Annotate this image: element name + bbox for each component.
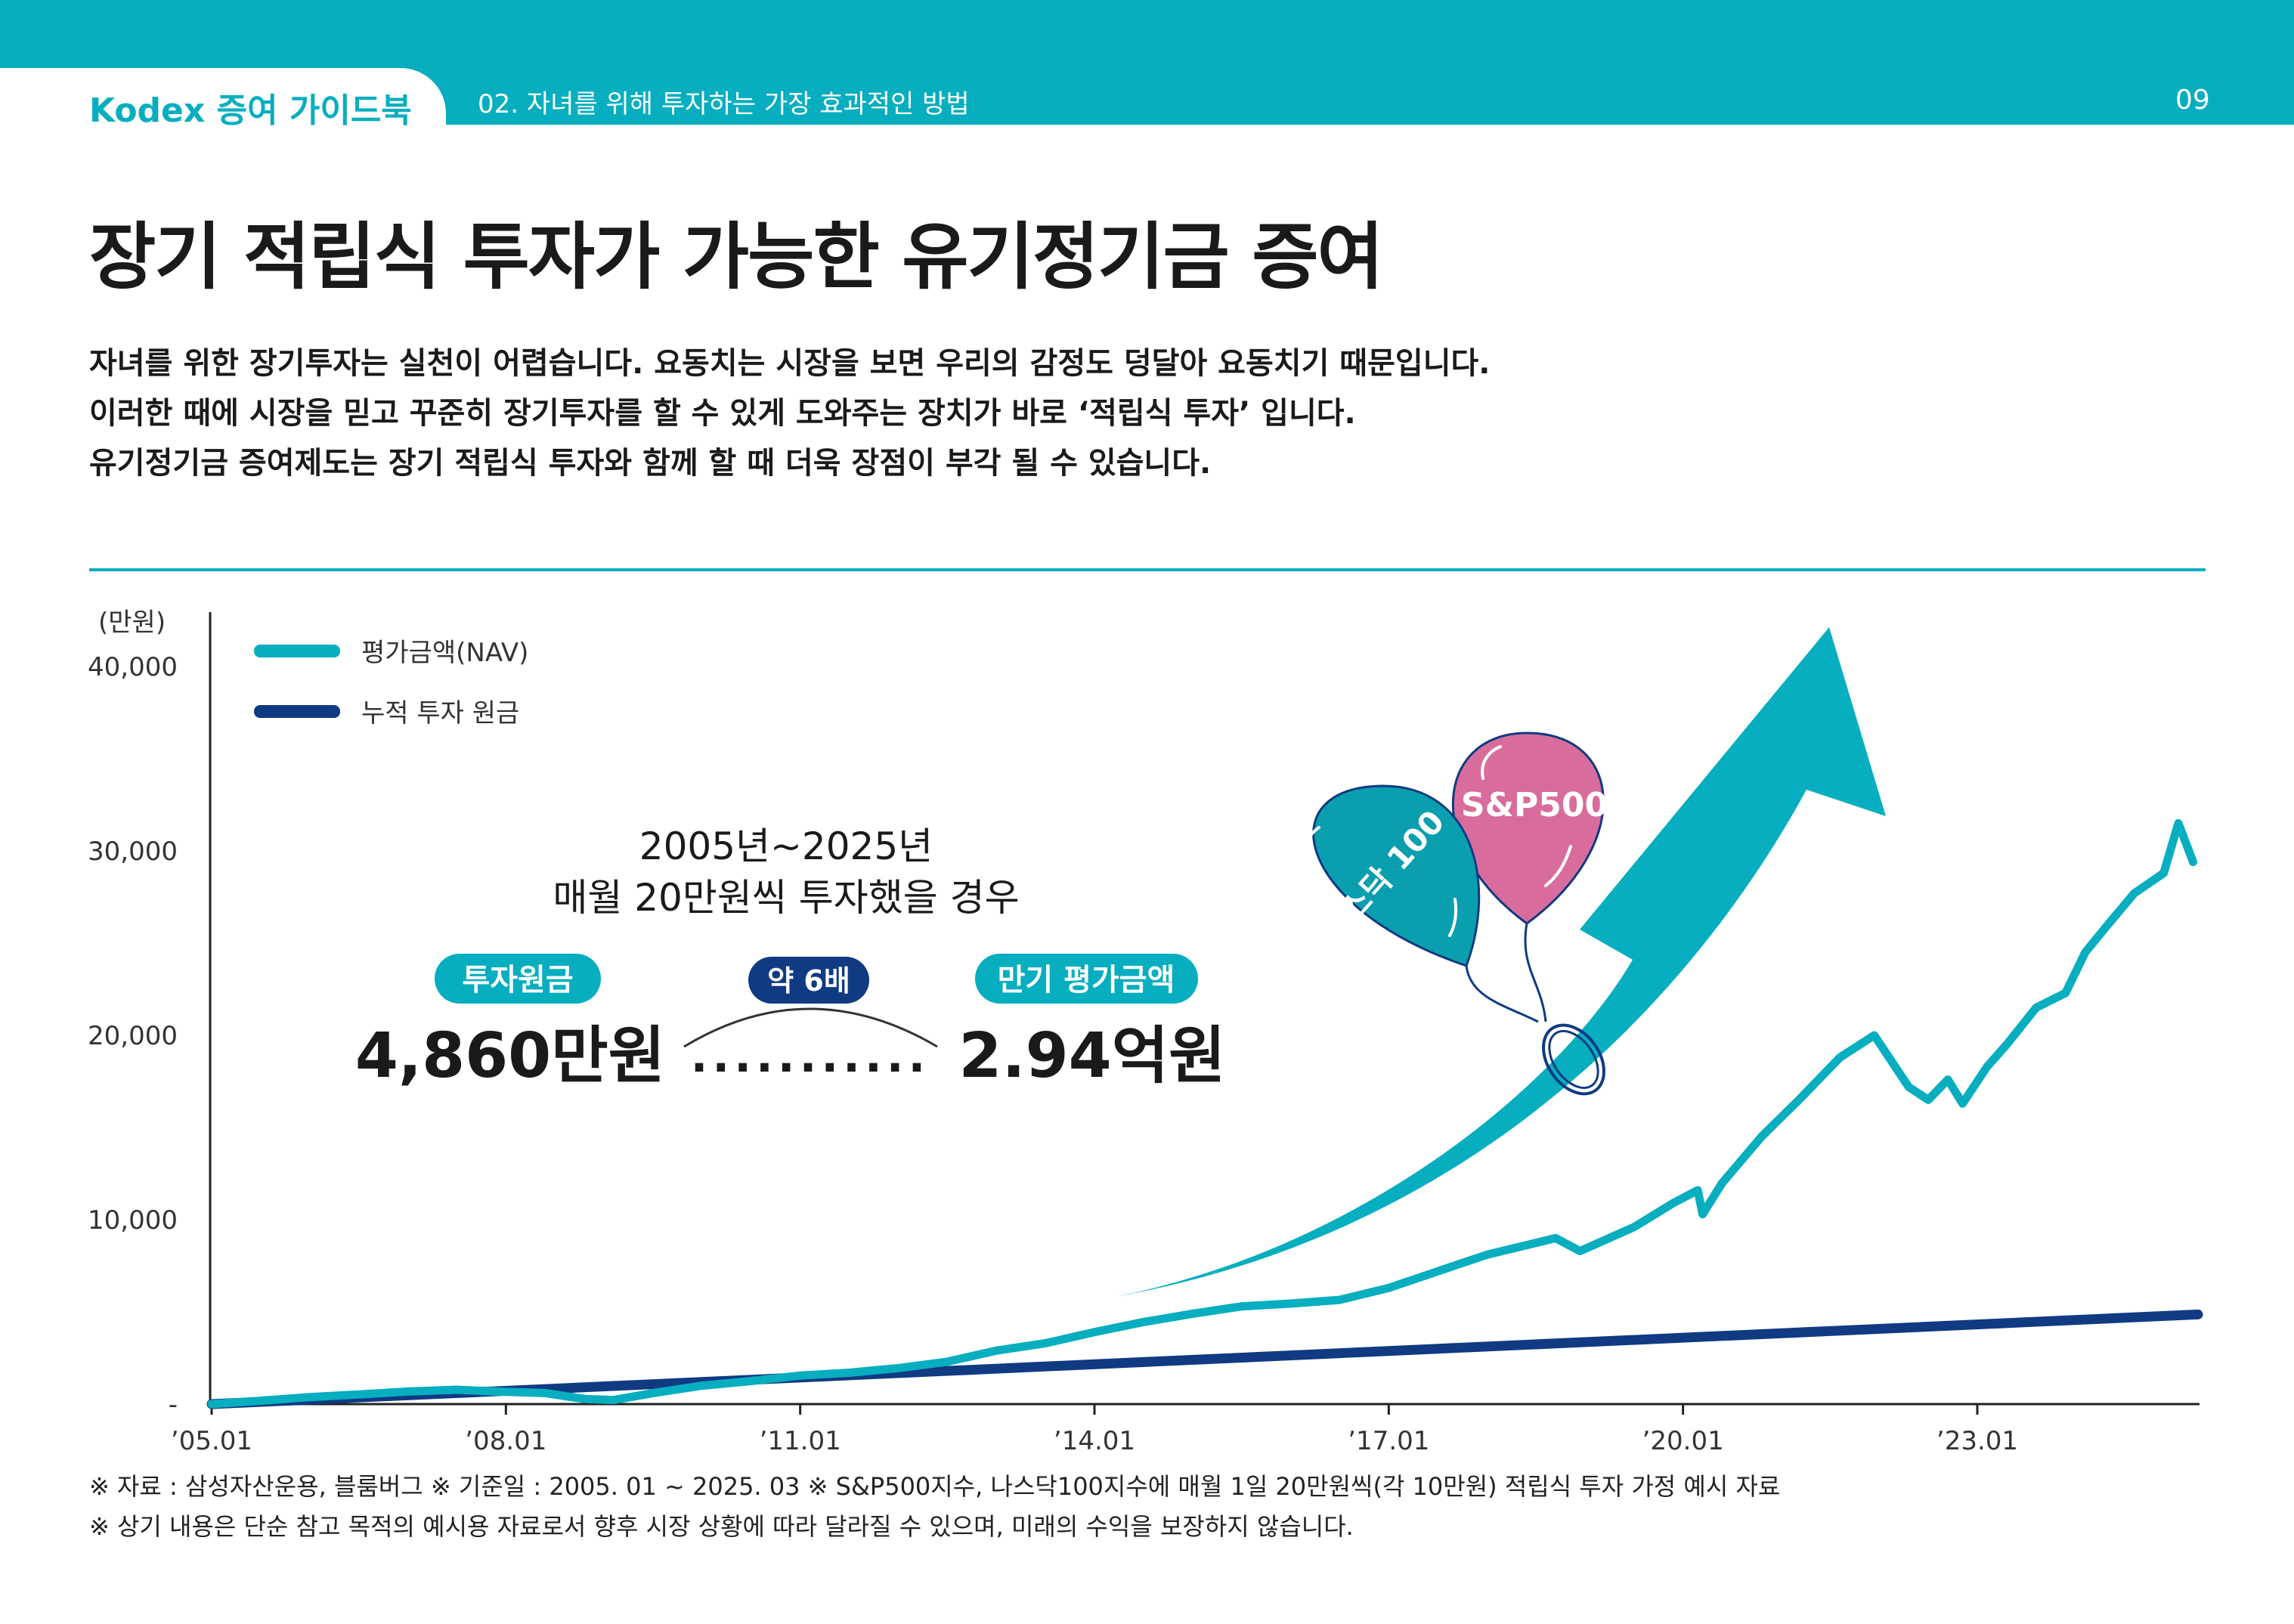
- x-tick-label: ’05.01: [171, 1426, 252, 1456]
- footnote-2: ※ 상기 내용은 단순 참고 목적의 예시용 자료로서 향후 시장 상황에 따라…: [89, 1512, 1354, 1541]
- multiple-pill: [748, 957, 869, 1004]
- intro-line-2: 이러한 때에 시장을 믿고 꾸준히 장기투자를 할 수 있게 도와주는 장치가 …: [89, 396, 1356, 431]
- final-label: 만기 평가금액: [998, 963, 1175, 998]
- footnote-1: ※ 자료 : 삼성자산운용, 블룸버그 ※ 기준일 : 2005. 01 ~ 2…: [89, 1472, 1781, 1501]
- y-tick-label: 20,000: [88, 1021, 178, 1051]
- principal-pill: [435, 954, 601, 1004]
- y-tick-label: -: [169, 1390, 178, 1420]
- x-tick-label: ’14.01: [1054, 1426, 1135, 1456]
- x-tick-label: ’23.01: [1936, 1426, 2018, 1456]
- page-title: 장기 적립식 투자가 가능한 유기정기금 증여: [89, 215, 1384, 299]
- legend-swatch-nav: [254, 645, 340, 657]
- unit-label: (만원): [98, 608, 166, 638]
- dotted-connector: ...........: [691, 1030, 930, 1083]
- balloon-sp500-label: S&P500: [1461, 786, 1608, 824]
- page-number: 09: [2175, 85, 2210, 116]
- divider-rule: [89, 568, 2206, 571]
- x-ticks: ’05.01 ’08.01 ’11.01 ’14.01 ’17.01 ’20.01 ’23.…: [171, 1404, 2018, 1456]
- x-tick-label: ’08.01: [465, 1426, 546, 1456]
- principal-value: 4,860만원: [355, 1020, 665, 1092]
- callout-condition: 매월 20만원씩 투자했을 경우: [553, 876, 1019, 920]
- y-tick-label: 10,000: [88, 1205, 178, 1236]
- balloon-sp500: S&P500: [1452, 732, 1608, 925]
- multiple-arc: [683, 1007, 938, 1048]
- legend-label-nav: 평가금액(NAV): [361, 638, 528, 668]
- final-pill: [975, 954, 1198, 1004]
- brand-tab: [0, 68, 446, 128]
- x-tick-label: ’20.01: [1642, 1426, 1724, 1456]
- series-line-nav: [207, 818, 2197, 1409]
- growth-arrow: [1119, 627, 1886, 1296]
- legend-swatch-principal: [254, 705, 340, 718]
- balloon-strings: [1465, 923, 1605, 1096]
- callout-period: 2005년~2025년: [639, 824, 933, 868]
- y-ticks: 40,000 30,000 20,000 10,000 -: [88, 652, 178, 1420]
- x-tick-label: ’17.01: [1348, 1426, 1429, 1456]
- y-tick-label: 30,000: [88, 837, 178, 867]
- section-title: 02. 자녀를 위해 투자하는 가장 효과적인 방법: [478, 89, 970, 119]
- y-tick-label: 40,000: [88, 652, 178, 682]
- balloon-nasdaq: 나스닥 100: [1304, 784, 1481, 967]
- x-tick-label: ’11.01: [760, 1426, 841, 1456]
- principal-label: 투자원금: [462, 963, 573, 998]
- brand-title: Kodex 증여 가이드북: [89, 91, 412, 130]
- intro-line-1: 자녀를 위한 장기투자는 실천이 어렵습니다. 요동치는 시장을 보면 우리의 …: [89, 346, 1491, 381]
- intro-line-3: 유기정기금 증여제도는 장기 적립식 투자와 함께 할 때 더욱 장점이 부각 …: [89, 446, 1212, 481]
- final-value: 2.94억원: [958, 1020, 1225, 1092]
- multiple-label: 약 6배: [767, 964, 850, 998]
- legend-label-principal: 누적 투자 원금: [361, 698, 519, 728]
